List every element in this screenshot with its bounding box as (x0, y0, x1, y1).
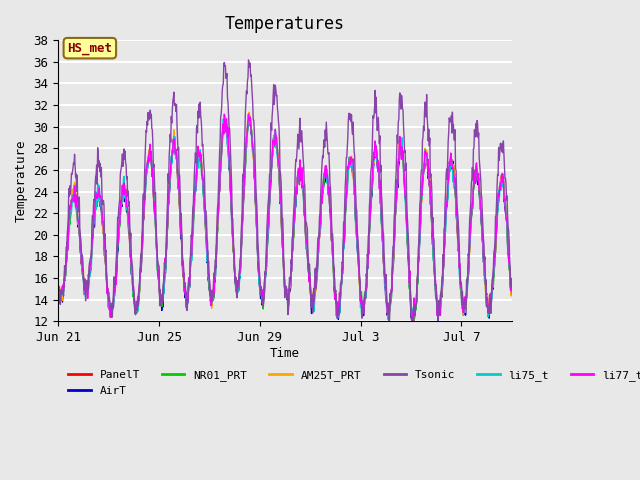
Line: AirT: AirT (58, 117, 512, 334)
X-axis label: Time: Time (270, 347, 300, 360)
AM25T_PRT (244, 123, 252, 129)
li77_temp (408, 320, 416, 326)
Tsonic (244, 57, 252, 63)
li77_temp (220, 121, 227, 127)
li75_t (244, 119, 252, 124)
Tsonic (71, 151, 79, 157)
PanelT (220, 120, 227, 126)
Tsonic (220, 82, 227, 87)
Text: HS_met: HS_met (67, 42, 113, 55)
NR01_PRT (161, 265, 169, 271)
AirT (422, 152, 429, 158)
AirT (246, 114, 253, 120)
NR01_PRT (508, 291, 516, 297)
AirT (220, 126, 227, 132)
AM25T_PRT (54, 286, 62, 292)
PanelT (410, 321, 417, 327)
Line: Tsonic: Tsonic (58, 60, 512, 329)
Tsonic (385, 326, 393, 332)
AM25T_PRT (245, 109, 253, 115)
AM25T_PRT (161, 268, 169, 274)
NR01_PRT (244, 127, 252, 133)
NR01_PRT (220, 122, 227, 128)
AirT (312, 287, 319, 293)
AM25T_PRT (422, 160, 429, 166)
NR01_PRT (422, 153, 429, 159)
AirT (161, 265, 169, 271)
li75_t (220, 123, 228, 129)
Line: NR01_PRT: NR01_PRT (58, 116, 512, 324)
Line: PanelT: PanelT (58, 118, 512, 324)
NR01_PRT (54, 286, 62, 291)
Tsonic (244, 78, 252, 84)
li75_t (71, 182, 79, 188)
li75_t (161, 257, 169, 263)
Tsonic (508, 276, 516, 281)
li75_t (408, 321, 416, 326)
NR01_PRT (408, 321, 416, 327)
AM25T_PRT (71, 180, 79, 185)
li77_temp (312, 278, 319, 284)
li75_t (508, 291, 516, 297)
AirT (508, 289, 516, 295)
NR01_PRT (312, 276, 319, 282)
Line: li77_temp: li77_temp (58, 114, 512, 323)
li75_t (422, 154, 429, 160)
Line: li75_t: li75_t (58, 119, 512, 324)
Y-axis label: Temperature: Temperature (15, 140, 28, 222)
PanelT (312, 283, 319, 289)
PanelT (161, 267, 169, 273)
li75_t (54, 282, 62, 288)
Legend: PanelT, AirT, NR01_PRT, AM25T_PRT, Tsonic, li75_t, li77_temp: PanelT, AirT, NR01_PRT, AM25T_PRT, Tsoni… (64, 366, 640, 400)
Tsonic (422, 113, 429, 119)
Tsonic (161, 266, 169, 272)
Line: AM25T_PRT: AM25T_PRT (58, 112, 512, 324)
li77_temp (244, 111, 252, 117)
li77_temp (54, 285, 62, 290)
li77_temp (161, 255, 169, 261)
PanelT (244, 126, 252, 132)
Title: Temperatures: Temperatures (225, 15, 345, 33)
AM25T_PRT (508, 282, 516, 288)
li75_t (220, 116, 227, 122)
li77_temp (422, 149, 429, 155)
AM25T_PRT (408, 321, 416, 327)
li77_temp (508, 286, 516, 291)
PanelT (422, 153, 429, 159)
AirT (244, 129, 252, 134)
PanelT (508, 289, 516, 295)
Tsonic (54, 278, 62, 284)
li75_t (312, 281, 319, 287)
AirT (409, 331, 417, 336)
PanelT (71, 185, 79, 191)
NR01_PRT (246, 113, 253, 119)
Tsonic (312, 286, 319, 291)
AM25T_PRT (220, 121, 227, 127)
PanelT (54, 287, 62, 293)
AM25T_PRT (312, 288, 319, 294)
NR01_PRT (71, 181, 79, 187)
PanelT (246, 115, 253, 120)
li77_temp (71, 183, 79, 189)
AirT (71, 185, 79, 191)
AirT (54, 291, 62, 297)
li77_temp (244, 125, 252, 131)
